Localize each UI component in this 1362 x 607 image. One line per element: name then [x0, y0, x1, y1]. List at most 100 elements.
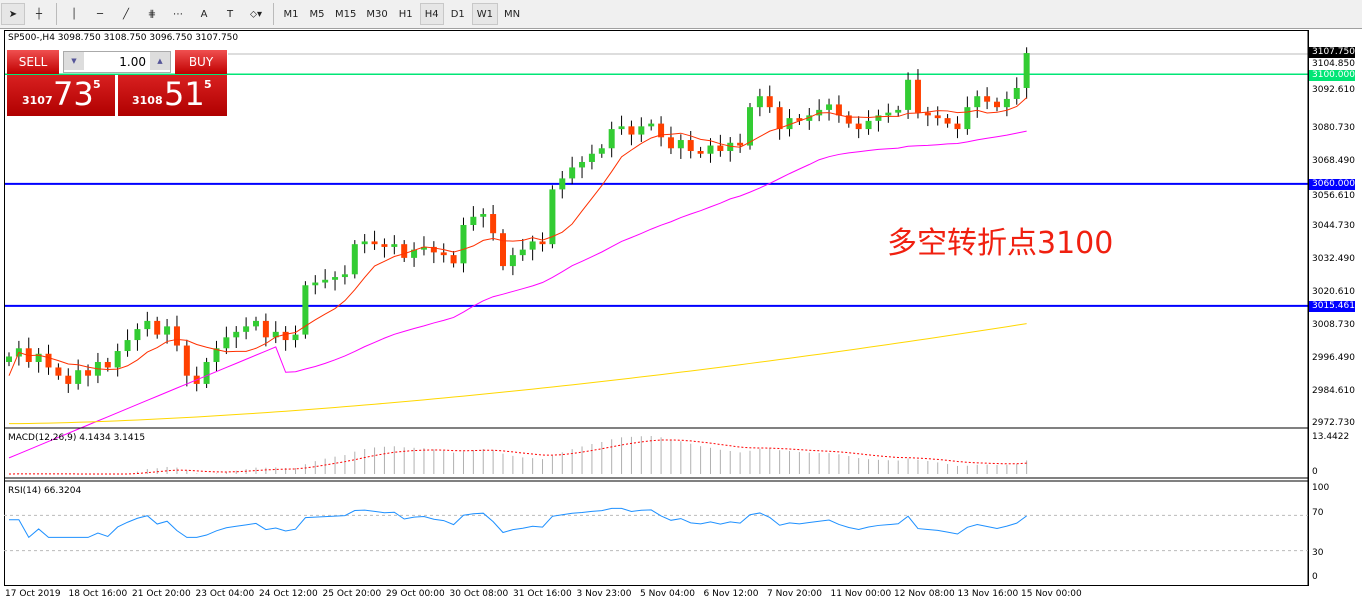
candle: [885, 112, 892, 116]
candle: [974, 96, 981, 108]
candle: [272, 331, 279, 338]
candle: [85, 370, 92, 376]
candle: [312, 282, 319, 286]
time-tick: 17 Oct 2019: [5, 589, 61, 599]
current-price-tag: 3107.750: [1309, 47, 1355, 58]
candle: [598, 148, 605, 154]
vertical-line-icon[interactable]: │: [70, 8, 78, 20]
toolbar: ➤ ┼ │ ─ ╱ ⋕ ⋯ A T ⬦▾ M1 M5 M15 M30 H1 H4 D1 W1 MN: [0, 0, 1362, 29]
horizontal-line-icon[interactable]: ─: [96, 8, 104, 20]
candle: [964, 107, 971, 130]
rsi-tick: 100: [1312, 483, 1330, 493]
candle: [371, 241, 378, 245]
lots-input[interactable]: 1.00: [63, 51, 171, 73]
timeframe-m30[interactable]: M30: [366, 8, 388, 20]
candle: [628, 126, 635, 135]
candle: [134, 329, 141, 341]
candle: [835, 104, 842, 116]
cursor-icon[interactable]: ➤: [1, 3, 25, 25]
timeframe-h4[interactable]: H4: [419, 3, 444, 25]
candle: [440, 252, 447, 256]
time-tick: 3 Nov 23:00: [576, 589, 632, 599]
sell-button[interactable]: SELL: [7, 50, 59, 74]
chart-annotation: 多空转折点3100: [887, 226, 1114, 261]
candle: [519, 249, 526, 256]
candle: [845, 115, 852, 124]
candle: [756, 96, 763, 108]
candle: [351, 244, 358, 275]
price-tick: 3032.490: [1312, 254, 1355, 264]
label-icon[interactable]: T: [226, 8, 234, 20]
candle: [55, 367, 62, 376]
time-tick: 13 Nov 16:00: [957, 589, 1019, 599]
candle: [341, 274, 348, 278]
timeframe-d1[interactable]: D1: [450, 8, 465, 20]
candle: [262, 320, 269, 338]
candle: [944, 118, 951, 124]
candle: [667, 137, 674, 149]
candle: [282, 331, 289, 341]
timeframe-m5[interactable]: M5: [309, 8, 325, 20]
candle: [302, 285, 309, 335]
candle: [1013, 87, 1020, 99]
candle: [223, 337, 230, 349]
candle: [45, 353, 52, 368]
time-tick: 30 Oct 08:00: [449, 589, 509, 599]
candle: [737, 142, 744, 146]
candle: [391, 244, 398, 247]
candle: [450, 255, 457, 264]
price-tick: 2984.610: [1312, 386, 1355, 396]
candle: [35, 353, 42, 362]
time-tick: 12 Nov 08:00: [894, 589, 955, 599]
candle: [322, 279, 329, 283]
candle: [747, 107, 753, 146]
candle: [1003, 98, 1010, 108]
macd-signal-line: [8, 439, 1027, 475]
ma-fast-line: [8, 97, 1027, 376]
timeframe-m1[interactable]: M1: [283, 8, 299, 20]
time-tick: 23 Oct 04:00: [195, 589, 255, 599]
lots-decrease-icon[interactable]: ▼: [64, 52, 84, 70]
level-price-tag: 3100.000: [1309, 70, 1355, 81]
sell-price[interactable]: 3107 73 5: [7, 75, 115, 116]
lots-increase-icon[interactable]: ▲: [150, 52, 170, 70]
timeframe-h1[interactable]: H1: [398, 8, 413, 20]
candle: [934, 115, 941, 119]
ma-mid-line: [8, 130, 1027, 459]
time-tick: 7 Nov 20:00: [767, 589, 822, 599]
candle: [104, 361, 111, 368]
candle: [430, 246, 437, 253]
price-tick: 3008.730: [1312, 320, 1355, 330]
text-icon[interactable]: A: [200, 8, 208, 20]
candle: [658, 123, 665, 138]
rsi-tick: 0: [1312, 572, 1318, 582]
grid-icon[interactable]: ⋯: [173, 8, 183, 20]
fibonacci-icon[interactable]: ⋕: [147, 8, 157, 20]
time-tick: 24 Oct 12:00: [259, 589, 318, 599]
candle: [648, 123, 655, 127]
timeframe-w1[interactable]: W1: [471, 3, 498, 25]
buy-price[interactable]: 3108 51 5: [118, 75, 227, 116]
time-tick: 6 Nov 12:00: [703, 589, 759, 599]
symbol-info: SP500-,H4 3098.750 3108.750 3096.750 310…: [8, 33, 239, 43]
rsi-label: RSI(14) 66.3204: [8, 486, 82, 496]
price-tick: 3080.730: [1312, 123, 1355, 133]
time-tick: 18 Oct 16:00: [68, 589, 128, 599]
candle: [65, 375, 72, 384]
time-tick: 21 Oct 20:00: [132, 589, 191, 599]
crosshair-icon[interactable]: ┼: [35, 8, 43, 20]
trendline-icon[interactable]: ╱: [122, 8, 130, 20]
timeframe-mn[interactable]: MN: [503, 8, 521, 20]
timeframe-m15[interactable]: M15: [335, 8, 357, 20]
candle: [203, 361, 210, 384]
candle: [233, 331, 240, 338]
candle: [183, 345, 190, 376]
candle: [826, 104, 833, 110]
buy-button[interactable]: BUY: [175, 50, 227, 74]
shapes-icon[interactable]: ⬦▾: [249, 8, 263, 20]
one-click-trading-panel: SELL 1.00 ▼ ▲ BUY 3107 73 5 3108 51 5: [7, 50, 227, 116]
level-price-tag: 3060.000: [1309, 179, 1355, 190]
time-tick: 11 Nov 00:00: [830, 589, 892, 599]
candle: [154, 320, 161, 335]
